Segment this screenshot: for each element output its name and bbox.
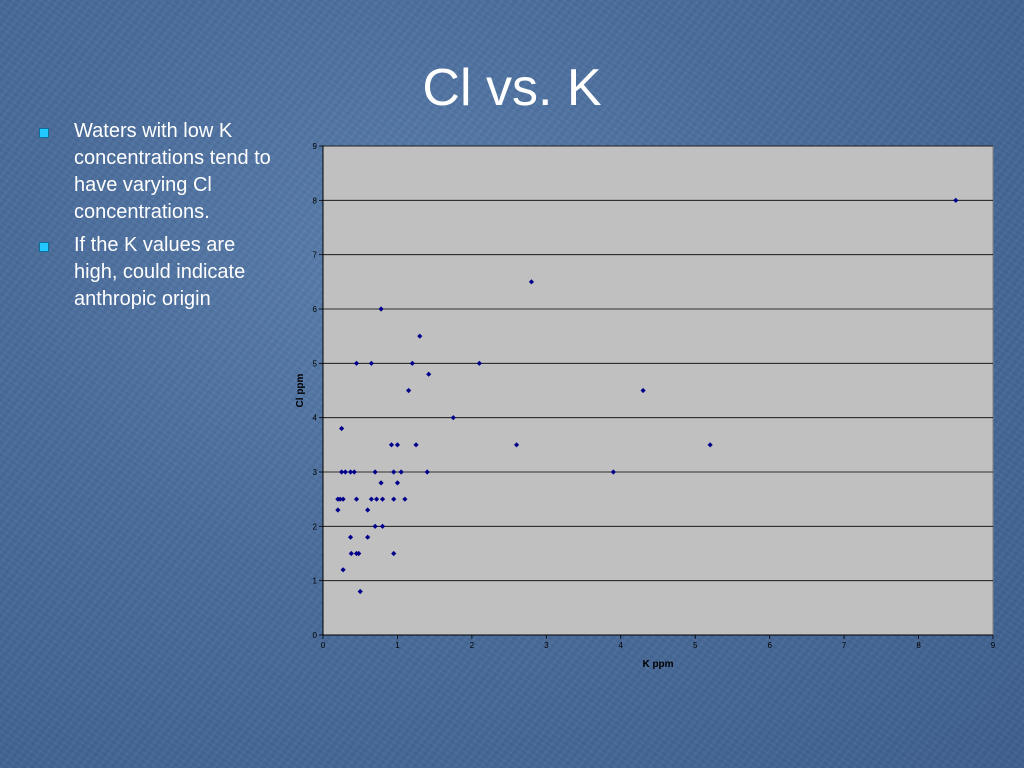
- y-tick-label: 3: [313, 468, 318, 477]
- bullet-text: Waters with low K concentrations tend to…: [74, 120, 271, 223]
- data-point: [426, 371, 432, 377]
- data-point: [356, 550, 362, 557]
- data-point: [368, 496, 374, 502]
- data-point: [353, 496, 360, 502]
- x-tick-label: 5: [693, 641, 698, 650]
- y-tick-label: 9: [313, 142, 318, 151]
- x-tick-label: 0: [321, 641, 326, 650]
- bullet-item: If the K values are high, could indicate…: [34, 232, 284, 313]
- plot-area: [322, 145, 994, 636]
- data-point: [640, 387, 646, 394]
- data-point: [391, 496, 397, 502]
- y-axis-label: Cl ppm: [295, 373, 306, 407]
- data-point: [513, 442, 520, 448]
- data-point: [339, 469, 345, 475]
- data-point: [402, 496, 408, 502]
- data-point: [374, 496, 380, 502]
- data-point: [379, 496, 386, 502]
- data-point: [528, 279, 535, 285]
- data-point: [379, 523, 386, 529]
- y-tick-labels: 0 1 2 3 4 5 6 7 8 9: [313, 142, 318, 640]
- axes: [322, 146, 994, 639]
- x-tick-label: 2: [470, 641, 475, 650]
- data-point: [365, 507, 371, 513]
- x-tick-labels: 0 1 2 3 4 5 6 7 8 9: [321, 641, 996, 650]
- data-point: [357, 588, 363, 595]
- y-tick-label: 7: [313, 251, 318, 260]
- square-bullet-icon: [39, 242, 49, 252]
- x-tick-label: 1: [395, 641, 400, 650]
- data-point: [610, 469, 616, 475]
- data-point: [378, 480, 384, 486]
- data-point: [394, 442, 401, 448]
- data-point: [347, 469, 354, 475]
- y-tick-label: 1: [313, 577, 318, 586]
- data-point: [342, 469, 348, 475]
- x-tick-label: 4: [619, 641, 624, 650]
- y-tick-label: 6: [313, 305, 318, 314]
- square-bullet-icon: [39, 128, 49, 138]
- data-point: [347, 534, 354, 540]
- data-point: [476, 360, 482, 366]
- data-point: [391, 550, 397, 557]
- y-tick-label: 0: [313, 631, 318, 640]
- data-point: [337, 496, 343, 502]
- y-tick-label: 8: [313, 196, 318, 205]
- data-point: [340, 496, 346, 502]
- data-point: [353, 360, 360, 366]
- data-point: [450, 415, 456, 421]
- data-point: [339, 425, 345, 432]
- data-point: [398, 469, 404, 475]
- data-point: [348, 550, 354, 557]
- y-tick-label: 4: [313, 414, 318, 423]
- slide-title: Cl vs. K: [422, 59, 602, 117]
- x-tick-label: 3: [544, 641, 549, 650]
- x-tick-label: 8: [916, 641, 921, 650]
- data-point: [409, 360, 415, 366]
- y-tick-label: 2: [313, 522, 318, 531]
- data-point: [340, 567, 346, 573]
- data-point: [391, 469, 397, 475]
- data-point: [365, 534, 371, 540]
- bullet-item: Waters with low K concentrations tend to…: [34, 118, 284, 226]
- data-point: [368, 360, 374, 366]
- data-point: [406, 387, 412, 394]
- data-point: [378, 306, 384, 312]
- data-point: [335, 507, 341, 513]
- data-points: [335, 197, 959, 595]
- data-point: [351, 469, 357, 475]
- data-point: [413, 442, 419, 448]
- x-tick-label: 9: [991, 641, 996, 650]
- data-point: [372, 523, 378, 529]
- bullet-text: If the K values are high, could indicate…: [74, 234, 246, 310]
- data-point: [707, 442, 713, 448]
- x-axis-label: K ppm: [642, 659, 673, 670]
- x-tick-label: 7: [842, 641, 847, 650]
- data-point: [424, 469, 430, 475]
- data-point: [372, 469, 378, 475]
- bullet-list: Waters with low K concentrations tend to…: [34, 118, 284, 319]
- data-point: [953, 197, 959, 203]
- data-point: [388, 442, 395, 448]
- data-point: [394, 480, 401, 486]
- y-tick-label: 5: [313, 359, 318, 368]
- data-point: [417, 333, 423, 339]
- x-tick-label: 6: [767, 641, 772, 650]
